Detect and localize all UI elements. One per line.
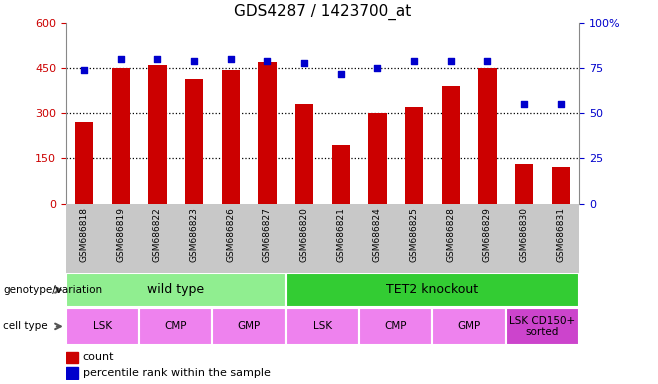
Bar <box>66 367 78 379</box>
Text: GSM686829: GSM686829 <box>483 207 492 262</box>
Bar <box>405 107 423 204</box>
Text: GSM686824: GSM686824 <box>373 207 382 262</box>
Text: count: count <box>83 353 114 362</box>
Bar <box>258 62 276 204</box>
Text: wild type: wild type <box>147 283 205 296</box>
Text: GSM686818: GSM686818 <box>80 207 89 262</box>
Title: GDS4287 / 1423700_at: GDS4287 / 1423700_at <box>234 4 411 20</box>
Bar <box>75 122 93 204</box>
Point <box>79 67 89 73</box>
Bar <box>112 68 130 204</box>
Point <box>409 58 419 64</box>
Bar <box>139 308 213 345</box>
Text: GSM686831: GSM686831 <box>556 207 565 262</box>
Text: CMP: CMP <box>384 321 407 331</box>
Text: genotype/variation: genotype/variation <box>3 285 103 295</box>
Bar <box>66 352 78 363</box>
Point <box>519 101 529 107</box>
Point <box>226 56 236 62</box>
Point <box>189 58 199 64</box>
Text: GSM686825: GSM686825 <box>409 207 418 262</box>
Bar <box>368 113 386 204</box>
Text: CMP: CMP <box>164 321 187 331</box>
Bar <box>359 308 432 345</box>
Point <box>482 58 493 64</box>
Bar <box>286 273 579 307</box>
Text: TET2 knockout: TET2 knockout <box>386 283 478 296</box>
Point <box>262 58 272 64</box>
Point <box>336 71 346 77</box>
Text: GMP: GMP <box>457 321 481 331</box>
Bar <box>185 79 203 204</box>
Bar <box>66 273 286 307</box>
Point <box>372 65 383 71</box>
Text: GSM686830: GSM686830 <box>520 207 528 262</box>
Bar <box>213 308 286 345</box>
Text: GSM686820: GSM686820 <box>299 207 309 262</box>
Point <box>555 101 566 107</box>
Text: GSM686827: GSM686827 <box>263 207 272 262</box>
Text: LSK: LSK <box>93 321 112 331</box>
Bar <box>148 65 166 204</box>
Bar <box>515 164 533 204</box>
Text: GSM686821: GSM686821 <box>336 207 345 262</box>
Bar <box>295 104 313 204</box>
Bar <box>222 70 240 204</box>
Text: GSM686828: GSM686828 <box>446 207 455 262</box>
Text: GSM686822: GSM686822 <box>153 207 162 262</box>
Bar <box>66 308 139 345</box>
Text: LSK: LSK <box>313 321 332 331</box>
Text: GMP: GMP <box>238 321 261 331</box>
Bar <box>432 308 506 345</box>
Bar <box>442 86 460 204</box>
Point <box>116 56 126 62</box>
Text: GSM686823: GSM686823 <box>190 207 199 262</box>
Text: GSM686819: GSM686819 <box>116 207 125 262</box>
Point <box>299 60 309 66</box>
Bar <box>478 68 497 204</box>
Point <box>445 58 456 64</box>
Text: cell type: cell type <box>3 321 48 331</box>
Bar <box>551 167 570 204</box>
Text: LSK CD150+
sorted: LSK CD150+ sorted <box>509 316 576 337</box>
Text: GSM686826: GSM686826 <box>226 207 236 262</box>
Text: percentile rank within the sample: percentile rank within the sample <box>83 368 270 378</box>
Bar <box>506 308 579 345</box>
Point <box>152 56 163 62</box>
Bar <box>332 145 350 204</box>
Bar <box>286 308 359 345</box>
